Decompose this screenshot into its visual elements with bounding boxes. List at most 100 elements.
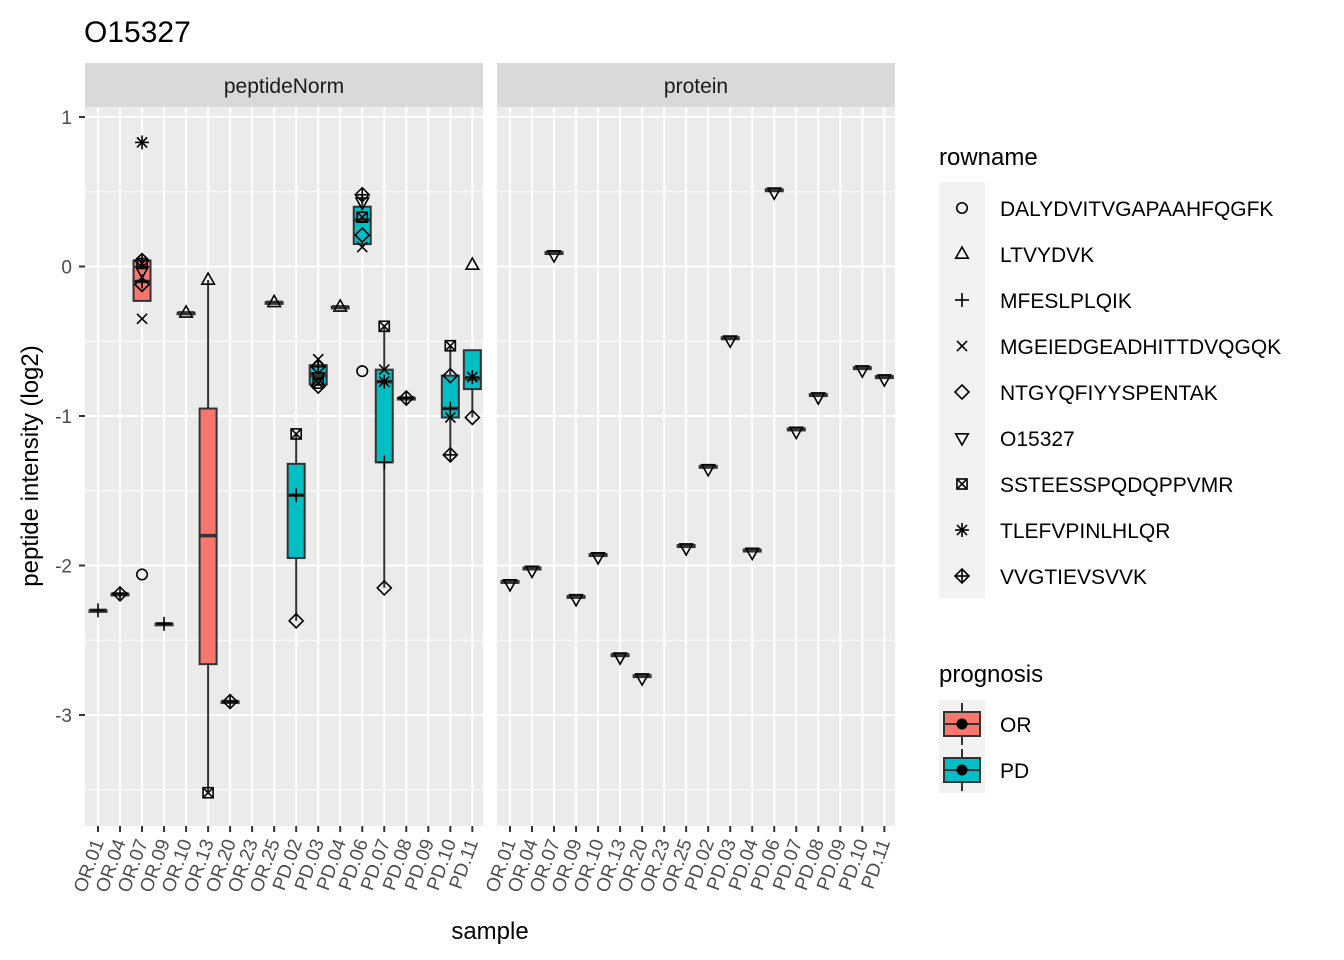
protein-box-body [522,566,542,571]
legend-key-triangle-down [954,433,970,447]
panel-protein [497,107,895,826]
legend-key-diamond [953,383,971,401]
box-OR.25 [264,300,284,305]
protein-box-PD.02 [698,463,718,478]
point-triangle-up [200,271,216,285]
protein-box-body [808,393,828,398]
box-OR.10 [176,311,196,316]
point-circle [135,568,149,581]
point-cross [444,411,456,424]
strip-peptidenorm [85,63,483,107]
protein-box-body [852,366,872,371]
x-axis-title: sample [451,918,528,945]
point-diamond-plus [442,446,459,464]
point-plus [377,455,392,470]
point-triangle-down [634,673,650,687]
point-cross [356,241,368,253]
box-OR.13 [198,279,218,793]
point-square-cross [378,320,391,333]
point-square-cross [356,211,369,224]
point-triangle-down [700,463,716,478]
legend-prognosis-title: prognosis [939,661,1043,688]
protein-box-PD.07 [786,426,806,441]
point-plus [91,603,105,618]
point-triangle-down [876,374,893,388]
legend-rowname-label: DALYDVITVGAPAAHFQGFK [1000,198,1273,221]
legend-key-square-cross [956,478,968,490]
point-asterisk [465,370,480,385]
legend-rowname-label: MFESLPLQIK [1000,290,1132,313]
point-diamond [464,409,481,426]
protein-box-body [610,653,630,658]
point-triangle-down [612,652,628,666]
protein-box-body [544,251,564,256]
x-axis: OR.01OR.04OR.07OR.09OR.10OR.13OR.20OR.23… [70,826,895,895]
point-square-cross [444,339,457,352]
point-diamond [442,367,459,384]
y-tick-label: -2 [55,557,72,578]
point-diamond-plus [398,389,415,407]
protein-box-OR.07 [544,250,564,264]
y-tick-label: 1 [61,108,72,129]
legend-prognosis-label: PD [1000,760,1029,783]
protein-box-body [500,579,520,584]
point-triangle-down [568,593,584,608]
point-triangle-down [134,265,150,280]
protein-box-OR.20 [632,673,652,687]
protein-box-body [786,427,806,432]
protein-box-body [632,674,652,679]
data-points [91,135,894,799]
strip-protein [497,63,895,107]
point-triangle-down [524,565,540,580]
protein-box-body [742,548,762,553]
protein-box-body [566,594,586,599]
point-diamond-plus [354,186,371,203]
legend-key-cross [956,340,968,352]
point-triangle-up [266,293,282,308]
chart-title: O15327 [84,16,191,49]
point-triangle-down [744,547,760,562]
legend-key-PD [943,749,981,791]
point-triangle-down [354,197,370,211]
point-diamond-plus [221,693,239,710]
point-triangle-up [178,304,194,318]
protein-box-body [874,375,894,380]
protein-box-OR.13 [610,652,630,666]
y-tick-label: 0 [61,258,72,279]
protein-box-PD.10 [852,365,872,379]
protein-box-PD.08 [808,392,828,406]
protein-box-body [698,464,718,469]
protein-box-PD.03 [720,335,740,349]
legend-rowname-label: MGEIEDGEADHITTDVQGQK [1000,336,1281,359]
point-circle [356,365,369,378]
legend-rowname-label: LTVYDVK [1000,244,1094,267]
point-diamond [133,276,151,293]
legend-rowname-label: NTGYQFIYYSPENTAK [1000,382,1218,405]
protein-box-OR.09 [566,593,586,608]
point-asterisk [377,374,392,389]
point-triangle-down [590,552,606,566]
y-axis: 1 0 -1 -2 -3 [55,108,85,727]
box-PD.04 [330,305,350,310]
protein-box-body [676,544,696,549]
y-axis-title: peptide intensity (log2) [17,345,44,586]
point-diamond [288,612,305,629]
legend-key-plus [955,293,969,307]
strip-label-protein: protein [664,75,728,98]
legend-prognosis: prognosis OR PD [939,661,1043,793]
point-plus [157,616,172,631]
legend-key-triangle-up [954,245,970,259]
point-square-cross [290,428,303,440]
legend-rowname-label: O15327 [1000,428,1075,451]
point-triangle-down [788,426,804,441]
point-triangle-up [332,298,348,312]
point-asterisk [135,135,150,150]
legend-key-diamond-plus [953,567,971,585]
legend-rowname-label: TLEFVPINLHLQR [1000,520,1170,543]
point-cross [136,313,148,325]
panel-peptidenorm [85,107,483,826]
strip-label-peptidenorm: peptideNorm [224,75,344,98]
legend-rowname: rowname DALYDVITVGAPAAHFQGFK LTVYDVK MFESL… [939,144,1281,598]
point-square-cross [202,786,214,799]
